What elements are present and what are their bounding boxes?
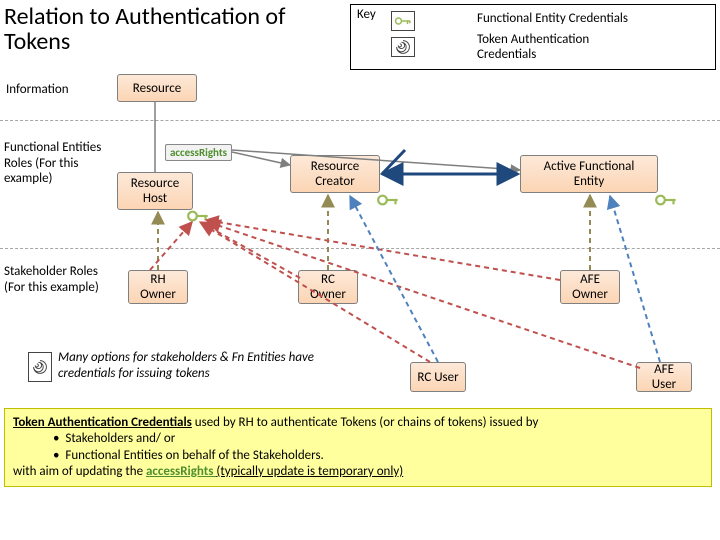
summary-b2: Functional Entities on behalf of the Sta… (65, 448, 323, 463)
key-icon (654, 190, 680, 215)
divider-1 (0, 120, 720, 121)
key-icon (376, 190, 402, 215)
row-funcroles-label: Functional Entities Roles (For this exam… (4, 140, 104, 187)
node-rh-owner: RH Owner (128, 270, 188, 304)
summary-l2a: with aim of updating the (13, 464, 146, 479)
node-rc-user: RC User (410, 362, 466, 392)
key-icon (391, 11, 415, 31)
summary-lead: Token Authentication Credentials (13, 415, 192, 430)
summary-box: Token Authentication Credentials used by… (4, 408, 712, 487)
legend-box: Key Functional Entity Credentials Token … (350, 4, 716, 70)
summary-line1: used by RH to authenticate Tokens (or ch… (192, 415, 539, 430)
node-resource-creator: Resource Creator (290, 155, 380, 193)
summary-l2c: (typically update is temporary only) (216, 464, 403, 479)
note-text: Many options for stakeholders & Fn Entit… (58, 350, 318, 381)
divider-2 (0, 248, 720, 249)
summary-b1: Stakeholders and/ or (65, 431, 175, 446)
node-afe-user: AFE User (636, 362, 692, 392)
node-afe-owner: AFE Owner (560, 270, 620, 304)
node-resource-host: Resource Host (117, 172, 193, 210)
key-icon (186, 206, 212, 231)
legend-fec: Functional Entity Credentials (477, 11, 628, 26)
spiral-icon (28, 352, 52, 382)
legend-heading: Key (357, 7, 376, 22)
legend-tac: Token Authentication Credentials (477, 33, 637, 63)
page-title: Relation to Authentication of Tokens (4, 4, 344, 54)
spiral-icon (391, 37, 415, 57)
row-stakeroles-label: Stakeholder Roles (For this example) (4, 264, 104, 295)
node-rc-owner: RC Owner (298, 270, 358, 304)
tag-accessrights: accessRights (165, 144, 232, 161)
summary-l2b: accessRights (146, 464, 216, 479)
accessrights-text: accessRights (170, 146, 227, 159)
row-info-label: Information (6, 82, 69, 98)
node-active-fe: Active Functional Entity (520, 155, 658, 193)
node-resource: Resource (117, 74, 197, 102)
